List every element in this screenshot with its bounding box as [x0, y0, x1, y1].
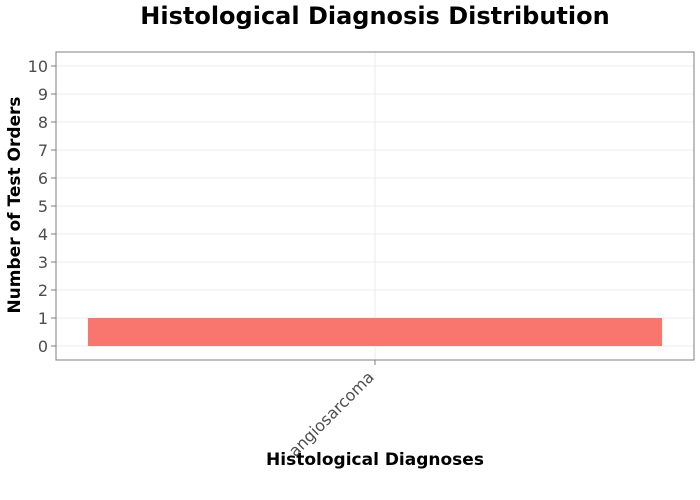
- x-axis-title: Histological Diagnoses: [266, 450, 484, 470]
- y-tick-label: 3: [38, 253, 48, 272]
- y-tick-label: 10: [28, 57, 48, 76]
- y-tick-label: 2: [38, 281, 48, 300]
- y-tick-label: 0: [38, 337, 48, 356]
- y-tick-label: 5: [38, 197, 48, 216]
- bar: [87, 318, 663, 346]
- y-tick-label: 9: [38, 85, 48, 104]
- x-tick-label: angiosarcoma: [285, 367, 378, 460]
- chart-title: Histological Diagnosis Distribution: [140, 2, 610, 30]
- y-tick-label: 6: [38, 169, 48, 188]
- y-tick-label: 1: [38, 309, 48, 328]
- y-tick-label: 4: [38, 225, 48, 244]
- y-tick-label: 7: [38, 141, 48, 160]
- y-tick-label: 8: [38, 113, 48, 132]
